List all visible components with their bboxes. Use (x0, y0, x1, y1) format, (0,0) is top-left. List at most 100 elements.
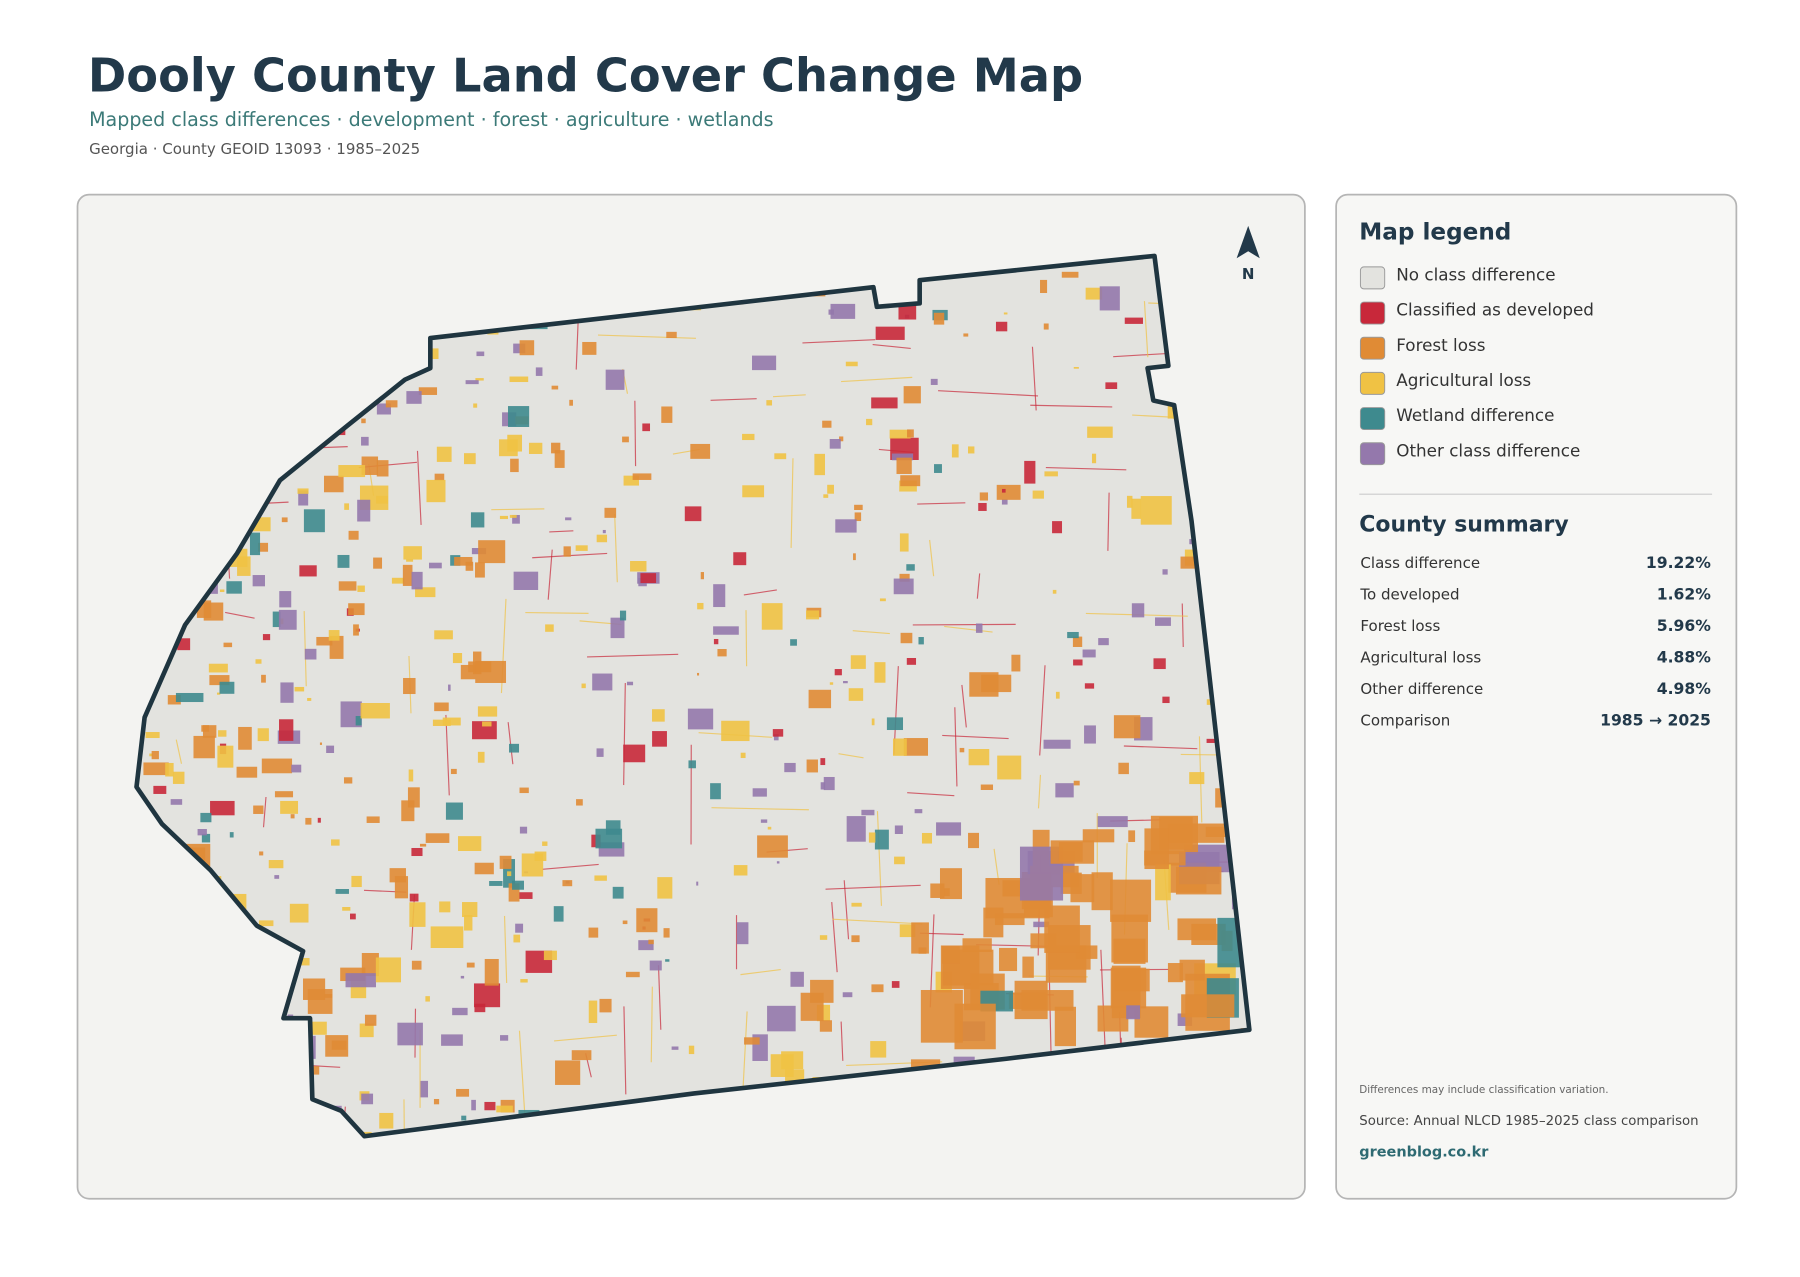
change-patch (1141, 496, 1172, 525)
change-patch (630, 561, 646, 572)
change-patch (761, 819, 767, 822)
change-patch (303, 978, 325, 999)
change-patch (218, 730, 226, 736)
change-patch (582, 684, 586, 689)
change-patch (331, 839, 340, 845)
change-patch (261, 675, 266, 683)
change-patch (1033, 491, 1044, 499)
change-patch (582, 342, 596, 355)
change-patch (1056, 692, 1060, 699)
change-patch (870, 1041, 886, 1057)
change-patch (1044, 906, 1080, 953)
change-patch (474, 983, 500, 1007)
change-patch (291, 765, 301, 773)
change-patch (461, 665, 476, 679)
change-patch (734, 865, 748, 875)
change-patch (279, 719, 293, 741)
change-patch (851, 655, 866, 669)
change-patch (652, 709, 665, 721)
change-patch (173, 772, 185, 784)
change-patch (562, 880, 572, 886)
legend-label: Wetland difference (1396, 405, 1554, 425)
change-patch (721, 721, 749, 741)
note: Differences may include classification v… (1359, 1084, 1608, 1096)
change-patch (744, 1037, 760, 1044)
change-patch (338, 465, 365, 477)
change-patch (906, 564, 914, 570)
change-patch (555, 450, 565, 468)
summary-value: 19.22% (1646, 554, 1711, 572)
change-patch (773, 729, 783, 737)
change-patch (603, 530, 606, 533)
change-patch (869, 832, 876, 842)
change-patch (576, 799, 583, 805)
legend-swatch (1360, 372, 1384, 394)
change-patch (757, 835, 788, 857)
change-patch (520, 340, 535, 355)
change-patch (1044, 323, 1049, 329)
change-patch (274, 875, 279, 879)
change-patch (426, 833, 450, 843)
change-patch (652, 731, 667, 747)
change-patch (931, 379, 938, 385)
summary-title: County summary (1359, 512, 1568, 537)
change-patch (892, 981, 900, 988)
summary-label: Other difference (1360, 680, 1483, 698)
change-patch (325, 1035, 348, 1057)
change-patch (461, 1116, 466, 1121)
change-patch (592, 674, 612, 691)
change-patch (814, 454, 825, 475)
change-patch (835, 669, 842, 675)
change-patch (365, 1015, 376, 1026)
change-patch (1098, 816, 1128, 827)
change-patch (520, 827, 527, 834)
change-patch (717, 649, 726, 656)
change-patch (642, 423, 650, 431)
change-patch (357, 500, 370, 522)
change-patch (466, 380, 479, 384)
change-patch (250, 533, 260, 555)
change-patch (515, 924, 523, 933)
change-patch (485, 959, 499, 986)
change-patch (589, 1001, 597, 1023)
change-patch (1111, 915, 1148, 963)
change-patch (426, 480, 445, 502)
change-patch (843, 992, 853, 997)
change-patch (633, 473, 652, 480)
change-patch (851, 935, 859, 942)
change-patch (623, 745, 645, 763)
change-patch (545, 624, 554, 631)
change-patch (807, 760, 818, 773)
change-patch (714, 639, 718, 644)
change-patch (1176, 867, 1221, 895)
change-patch (894, 579, 914, 595)
change-patch (1002, 499, 1008, 504)
change-patch (843, 681, 848, 683)
change-patch (542, 841, 547, 845)
change-patch (623, 921, 628, 925)
summary-label: To developed (1359, 586, 1459, 604)
change-patch (968, 446, 974, 453)
change-patch (510, 515, 517, 518)
summary-label: Class difference (1360, 554, 1480, 572)
change-patch (379, 1113, 393, 1129)
change-patch (915, 809, 923, 813)
change-patch (851, 903, 861, 907)
change-patch (176, 693, 204, 702)
change-patch (336, 889, 349, 894)
change-patch (262, 759, 292, 774)
change-patch (409, 902, 425, 927)
change-patch (210, 801, 235, 815)
change-patch (344, 503, 349, 510)
change-patch (824, 777, 835, 790)
change-patch (282, 517, 288, 522)
change-patch (665, 959, 669, 962)
change-patch (1073, 637, 1082, 647)
change-patch (474, 1004, 485, 1012)
change-patch (1067, 632, 1079, 638)
change-patch (456, 1089, 469, 1097)
change-patch (431, 926, 464, 948)
change-patch (411, 848, 422, 856)
change-patch (473, 403, 477, 407)
